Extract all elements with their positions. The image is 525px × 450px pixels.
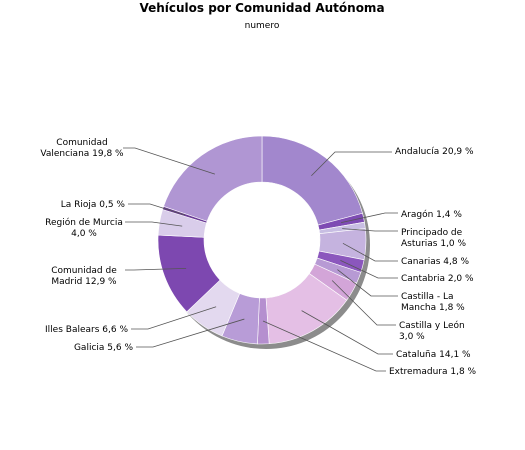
leaders-layer (123, 147, 398, 372)
slice-label: Aragón 1,4 % (401, 209, 462, 220)
slice-label: Valenciana 19,8 % (40, 149, 124, 159)
slice-label: Extremadura 1,8 % (389, 367, 477, 377)
slice-label: Comunidad (56, 138, 107, 148)
leader-line (342, 242, 398, 262)
leader-line (262, 320, 386, 372)
chart-title: Vehículos por Comunidad Autónoma (139, 1, 384, 15)
labels-layer: Andalucía 20,9 % Aragón 1,4 % Principado d… (40, 138, 476, 377)
slice-label: Galicia 5,6 % (74, 343, 133, 353)
slice-label: Canarias 4,8 % (401, 257, 469, 267)
leader-line (340, 259, 398, 279)
leader-line (331, 280, 396, 326)
slice-label: Cataluña 14,1 % (396, 350, 471, 360)
slice-label: Castilla y León (399, 320, 465, 331)
slice-label: 3,0 % (399, 332, 425, 342)
slice-label: Comunidad de (51, 266, 117, 276)
donut-hole (204, 182, 320, 298)
leader-line (125, 267, 187, 271)
leader-line (301, 310, 393, 355)
leader-line (128, 203, 186, 216)
chart-subtitle: numero (245, 21, 280, 31)
slice-label: Cantabria 2,0 % (401, 274, 474, 284)
slice-label: Castilla - La (401, 292, 454, 302)
slice-label: Mancha 1,8 % (401, 303, 465, 313)
slice-label: Región de Murcia (45, 217, 123, 228)
leader-line (342, 228, 398, 232)
slice-label: Principado de (401, 228, 463, 238)
leader-line (123, 147, 216, 175)
slice-label: Madrid 12,9 % (51, 277, 117, 287)
slice-label: Illes Balears 6,6 % (45, 325, 128, 335)
slices-layer (157, 135, 367, 345)
leader-line (136, 318, 245, 348)
leader-line (337, 269, 398, 297)
slice-label: La Rioja 0,5 % (61, 200, 126, 210)
slice-label: 4,0 % (71, 229, 97, 239)
slice-label: Asturias 1,0 % (401, 239, 467, 249)
leader-line (131, 306, 217, 330)
slice-label: Andalucía 20,9 % (395, 147, 474, 157)
leader-line (341, 212, 398, 224)
leader-line (125, 221, 183, 227)
leader-line (311, 151, 392, 177)
